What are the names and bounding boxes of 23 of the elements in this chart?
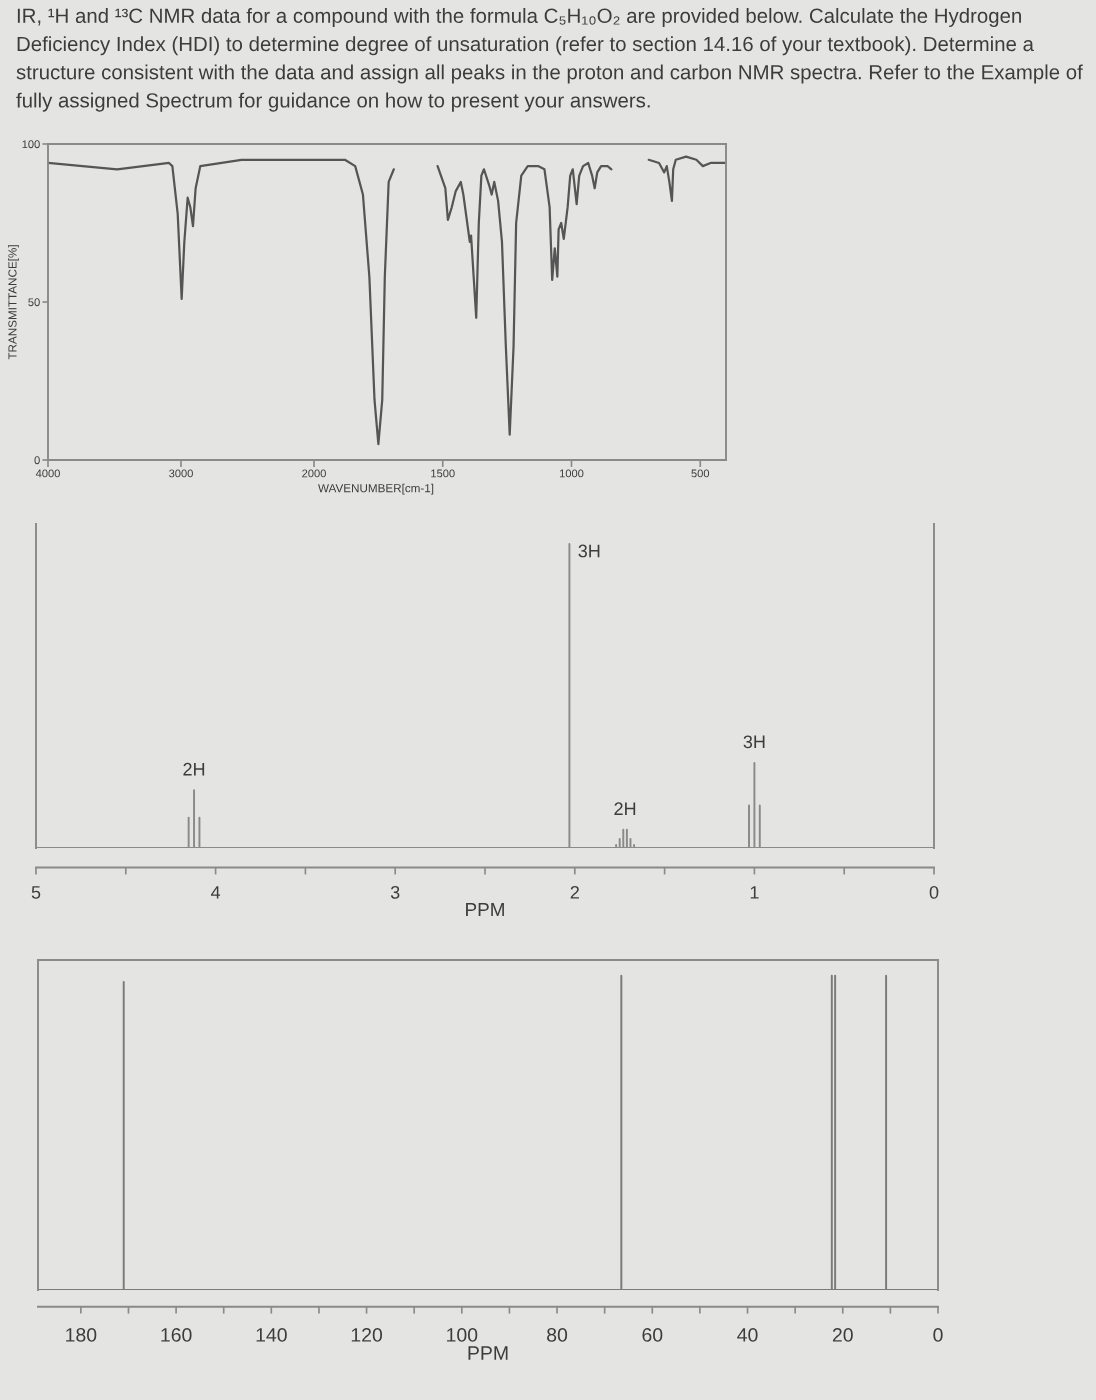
x-tick-label: 160 — [161, 1328, 192, 1342]
x-axis-title: PPM — [468, 1346, 508, 1360]
annotation: 2H — [183, 762, 205, 776]
x-tick-label: 100 — [447, 1328, 478, 1342]
x-tick-label: 20 — [832, 1328, 853, 1342]
annotation: 2H — [614, 802, 636, 815]
x-axis-title: PPM — [466, 903, 504, 917]
x-tick-label: 80 — [547, 1328, 568, 1342]
x-tick-label: 60 — [642, 1328, 663, 1342]
x-tick-label: 0 — [933, 1328, 943, 1342]
x-tick-label: 180 — [66, 1328, 97, 1342]
x-tick-label: 40 — [737, 1328, 758, 1342]
annotation: 3H — [578, 544, 600, 558]
x-tick-label: 0 — [929, 885, 939, 899]
x-tick-label: 1 — [750, 886, 759, 899]
x-tick-label: 140 — [256, 1328, 287, 1342]
x-tick-label: 5 — [31, 886, 41, 899]
x-tick-label: 3 — [390, 885, 400, 899]
x-tick-label: 120 — [351, 1328, 383, 1342]
text: IR, ¹H and ¹³C NMR data for a compound with the formula C₅H₁₀O₂ are provided below. Calculate the Hydrogen Deficiency Index (HDI) to determine degree of unsaturation (refer to section 14.16 of your textbook). Determine a structure consistent with the data and assign all peaks in the proton and carbon NMR spectra. Refer to the Example of fully assigned Spectrum for guidance on how to present your answers. — [16, 8, 1083, 112]
annotation: 3H — [743, 735, 765, 749]
x-tick-label: 4 — [210, 886, 221, 899]
x-tick-label: 2 — [570, 885, 579, 899]
